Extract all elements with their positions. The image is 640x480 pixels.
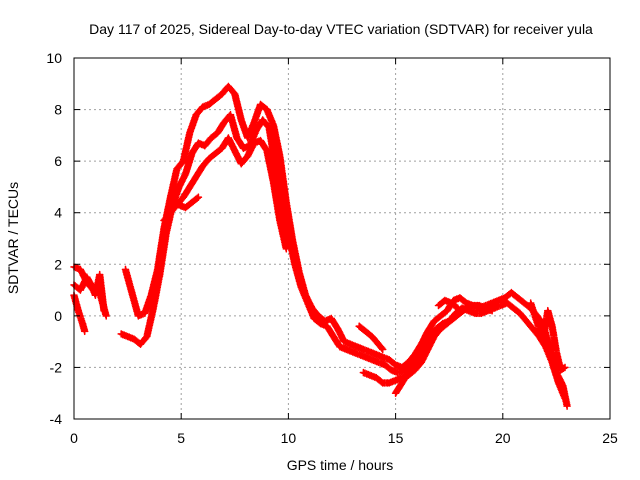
series-track-6: [160, 134, 291, 253]
y-tick-label: 2: [54, 256, 62, 272]
data-series: [70, 82, 571, 410]
x-axis-label: GPS time / hours: [287, 457, 394, 473]
x-tick-label: 5: [177, 430, 185, 446]
y-tick-label: -4: [50, 411, 63, 427]
axis-ticks: 0 5 10 15 20 25 -4 -2 0 2 4 6 8 10: [46, 50, 618, 446]
grid: [74, 58, 610, 419]
chart-title: Day 117 of 2025, Sidereal Day-to-day VTE…: [89, 21, 593, 37]
x-tick-label: 20: [495, 430, 511, 446]
y-tick-label: -2: [50, 359, 63, 375]
series-track-12: [526, 299, 569, 374]
x-tick-label: 15: [388, 430, 404, 446]
y-tick-label: 0: [54, 308, 62, 324]
series-track-11: [434, 296, 462, 312]
x-tick-label: 25: [602, 430, 618, 446]
series-track-8: [355, 322, 387, 354]
series-track-9: [359, 301, 496, 387]
series-track-7: [168, 193, 203, 212]
plot-frame: [73, 57, 611, 420]
y-tick-label: 10: [46, 50, 62, 66]
series-track-10: [391, 361, 419, 397]
x-tick-label: 0: [70, 430, 78, 446]
series-track-4: [121, 82, 571, 410]
y-tick-label: 4: [54, 205, 62, 221]
y-axis-label: SDTVAR / TECUs: [5, 182, 21, 294]
y-tick-label: 6: [54, 153, 62, 169]
x-tick-label: 10: [281, 430, 297, 446]
y-tick-label: 8: [54, 102, 62, 118]
